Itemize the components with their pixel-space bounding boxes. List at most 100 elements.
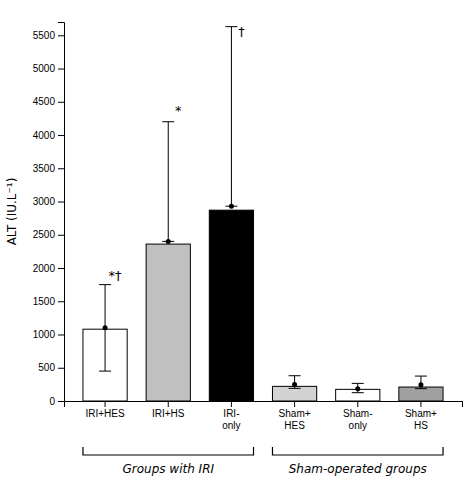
error-bar [352,383,364,392]
y-tick: 4500 [33,96,64,107]
error-cap-upper [352,383,364,384]
y-tick: 1500 [33,296,64,307]
bar [399,387,443,401]
dot [355,386,360,391]
y-tick: 5000 [33,63,64,74]
error-cap-lower [289,388,301,389]
x-tick-label-line: IRI+HS [152,408,185,419]
x-tick-mark [420,401,421,407]
x-tick-label: IRI+HES [85,408,125,419]
error-bar [99,285,111,371]
y-tick-label: 2500 [33,229,56,240]
x-tick: Sham-only [343,401,372,431]
annotation: † [238,24,245,39]
group-label: Groups with IRI [122,462,214,476]
y-tick-mark [58,401,64,402]
error-bar [225,27,237,209]
error-cap-upper [162,121,174,122]
x-tick-label: Sham-only [343,408,372,431]
x-tick-label: IRI-only [222,408,240,431]
y-tick: 4000 [33,130,64,141]
x-tick-label-line: IRI- [223,408,239,419]
error-bar [162,122,174,244]
y-tick-mark [58,235,64,236]
error-cap-upper [225,26,237,27]
x-tick-label: Sham+HES [279,408,311,431]
x-tick-mark [294,401,295,407]
y-tick-label: 3000 [33,196,56,207]
error-cap-lower [352,392,364,393]
y-tick: 5500 [33,30,64,41]
dot [418,382,423,387]
x-tick-label-line: HS [414,420,428,431]
y-tick-mark [58,69,64,70]
y-tick-label: 4500 [33,96,56,107]
error-cap-upper [99,284,111,285]
y-tick: 500 [38,362,64,373]
y-tick-mark [58,335,64,336]
y-tick-mark [58,168,64,169]
error-line [168,122,169,242]
annotation: * [175,103,182,118]
y-tick: 2000 [33,263,64,274]
group-bracket [272,447,443,455]
x-tick-label-line: IRI+HES [85,408,125,419]
y-tick-mark [58,368,64,369]
chart: 0 500 1000 1500 2000 2500 3000 3500 4000 4500 5000… [0,0,474,493]
group-brackets: Groups with IRI Sham-operated groups [83,447,443,476]
marks [83,27,443,401]
dot [103,325,108,330]
group-bracket [83,447,254,455]
y-axis-title: ALT (IU.L⁻¹) [5,178,19,246]
x-tick-label-line: Sham+ [279,408,311,419]
annotation: *† [109,268,123,283]
y-tick-mark [58,301,64,302]
y-tick: 3500 [33,163,64,174]
error-cap-upper [289,375,301,376]
y-tick-label: 2000 [33,263,56,274]
x-tick-label: Sham+HS [405,408,437,431]
y-tick-label: 1500 [33,296,56,307]
y-tick-label: 5500 [33,30,56,41]
group-label: Sham-operated groups [289,462,427,476]
x-tick: Sham+HS [405,401,437,431]
x-tick: IRI-only [222,401,240,431]
annotations: *†*† [109,24,246,283]
y-tick: 0 [49,396,64,407]
x-tick-mark [105,401,106,407]
y-axis: 0 500 1000 1500 2000 2500 3000 3500 4000 4500 5000… [33,23,65,407]
x-axis: IRI+HESIRI+HSIRI-onlySham+HESSham-onlySh… [65,401,463,431]
x-tick-label-line: only [349,420,367,431]
x-tick-mark [168,401,169,407]
y-tick-label: 0 [49,396,55,407]
x-axis-line [65,402,463,408]
bar [146,244,190,401]
dot [292,382,297,387]
y-tick-label: 5000 [33,63,56,74]
error-bar [289,376,301,389]
bar [209,210,253,401]
y-tick: 2500 [33,229,64,240]
y-tick-mark [58,102,64,103]
y-tick-mark [58,135,64,136]
y-tick-mark [58,202,64,203]
dot [229,204,234,209]
x-tick-label: IRI+HS [152,408,185,419]
y-tick-label: 3500 [33,163,56,174]
x-tick-label-line: Sham- [343,408,372,419]
x-tick-label-line: HES [284,420,305,431]
x-tick: Sham+HES [279,401,311,431]
x-tick: IRI+HS [152,401,185,419]
error-cap-lower [99,371,111,372]
bar [272,386,316,401]
y-tick-mark [58,35,64,36]
error-bar [415,376,427,389]
error-line [231,27,232,207]
y-tick-label: 1000 [33,329,56,340]
x-tick-mark [357,401,358,407]
x-tick-label-line: Sham+ [405,408,437,419]
x-tick-mark [231,401,232,407]
y-tick: 1000 [33,329,64,340]
error-cap-upper [415,376,427,377]
dot [166,239,171,244]
